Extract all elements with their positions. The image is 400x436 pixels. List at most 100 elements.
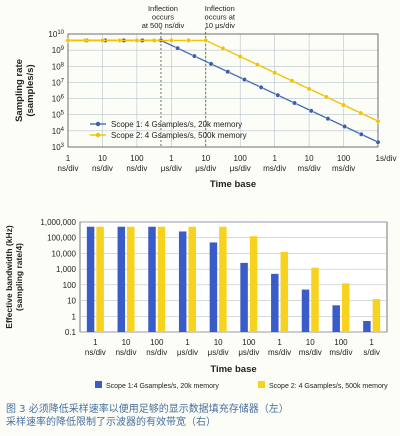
- bottom-x-tick-label: 10: [122, 338, 131, 347]
- bottom-x-tick-label: μs/div: [238, 348, 259, 357]
- bottom-x-tick-label: 100: [242, 338, 256, 347]
- bottom-legend-label-1: Scope 1:4 Gsamples/s, 20k memory: [106, 383, 219, 390]
- bar-series-1: [363, 321, 371, 332]
- bottom-legend-label-2: Scope 2: 4 Gsamples/s, 500k memory: [269, 383, 388, 390]
- top-y-axis-label: Sampling rate: [14, 59, 25, 122]
- bar-series-1: [86, 226, 95, 332]
- top-y-tick-label: 108: [52, 62, 65, 71]
- bottom-legend-swatch-2: [258, 381, 265, 388]
- top-x-tick-label: 1: [272, 154, 277, 163]
- bottom-y-tick-label: 100: [63, 281, 77, 290]
- bottom-y-tick-label: 1,000: [56, 265, 77, 274]
- legend-label-2: Scope 2: 4 Gsamples/s, 500k memory: [111, 131, 247, 140]
- bottom-y-tick-label: 0.1: [65, 328, 77, 337]
- legend-label-1: Scope 1: 4 Gsamples/s, 20k memory: [111, 120, 242, 129]
- series-marker-2: [220, 46, 226, 51]
- bar-series-2: [249, 236, 258, 332]
- bottom-x-tick-label: 1: [93, 338, 98, 347]
- bottom-y-axis-label: (sampling rate/4): [14, 243, 24, 311]
- inflection-annotation: at 500 ns/div: [142, 21, 185, 30]
- top-x-tick-label: 10: [201, 154, 210, 163]
- series-marker-1: [258, 84, 264, 90]
- series-marker-1: [191, 53, 197, 59]
- top-x-tick-label: 100: [337, 154, 351, 163]
- bottom-x-tick-label: ms/div: [329, 348, 352, 357]
- bottom-legend-swatch-1: [95, 381, 102, 388]
- top-x-tick-label: ns/div: [126, 164, 147, 173]
- series-marker-2: [306, 86, 312, 92]
- bar-series-2: [188, 226, 196, 332]
- top-y-tick-label: 1010: [48, 30, 64, 39]
- top-y-axis-label: (samples/s): [25, 64, 36, 116]
- top-x-tick-label: 1: [66, 154, 71, 163]
- series-marker-1: [242, 77, 247, 82]
- bar-series-1: [178, 231, 187, 332]
- series-marker-2: [151, 38, 157, 43]
- series-marker-2: [168, 38, 174, 43]
- bar-series-1: [271, 273, 279, 332]
- legend-marker-1: [95, 121, 101, 127]
- inflection-annotation: Inflection: [148, 4, 178, 13]
- series-marker-1: [358, 131, 364, 137]
- bar-series-2: [219, 226, 227, 332]
- bottom-x-tick-label: μs/div: [208, 348, 229, 357]
- series-marker-2: [289, 78, 295, 84]
- bar-series-1: [117, 226, 126, 332]
- bottom-x-tick-label: 100: [334, 338, 348, 347]
- series-marker-2: [65, 38, 71, 43]
- top-x-tick-label: ms/div: [332, 164, 355, 173]
- series-marker-2: [375, 118, 381, 124]
- bottom-y-tick-label: 10,000: [52, 249, 77, 258]
- top-y-tick-label: 103: [52, 143, 65, 152]
- figure-caption: 图 3 必须降低采样速率以便用足够的显示数据填充存储器（左） 采样速率的降低限制…: [6, 403, 394, 429]
- bottom-x-tick-label: ms/div: [268, 348, 291, 357]
- top-x-tick-label: 1s/div: [376, 154, 397, 163]
- top-x-tick-label: μs/div: [230, 164, 251, 173]
- top-x-tick-label: 100: [130, 154, 144, 163]
- series-marker-2: [323, 94, 329, 100]
- series-marker-2: [82, 38, 88, 43]
- bottom-y-axis-label: Effective bandwidth (kHz): [4, 225, 14, 329]
- bar-series-2: [157, 226, 166, 332]
- bottom-x-tick-label: ns/div: [85, 348, 106, 357]
- series-marker-1: [225, 69, 231, 75]
- bottom-x-tick-label: 1: [277, 338, 282, 347]
- bar-series-2: [280, 251, 289, 332]
- top-x-tick-label: ms/div: [298, 164, 321, 173]
- series-marker-1: [375, 139, 381, 145]
- top-y-tick-label: 104: [52, 127, 65, 136]
- bottom-x-tick-label: ns/div: [146, 348, 167, 357]
- bottom-x-tick-label: μs/div: [177, 348, 198, 357]
- top-plot-frame: [67, 33, 379, 148]
- bottom-y-tick-label: 1,000,000: [40, 218, 76, 227]
- top-y-tick-label: 105: [52, 111, 65, 120]
- legend-marker-2: [95, 132, 101, 138]
- series-marker-1: [292, 100, 297, 106]
- bottom-y-tick-label: 1: [72, 312, 77, 321]
- series-marker-1: [325, 116, 331, 122]
- bar-series-1: [301, 289, 310, 332]
- inflection-annotation: 10 μs/div: [205, 21, 235, 30]
- bar-series-2: [96, 226, 104, 332]
- bar-series-2: [127, 226, 135, 332]
- inflection-annotation: Inflection: [205, 4, 235, 13]
- series-marker-2: [237, 54, 243, 59]
- series-marker-1: [308, 108, 314, 114]
- top-x-axis-label: Time base: [210, 179, 256, 190]
- top-y-tick-label: 107: [52, 78, 65, 87]
- top-x-tick-label: 10: [305, 154, 314, 163]
- bottom-x-tick-label: 1: [185, 338, 190, 347]
- series-marker-2: [203, 38, 209, 43]
- bottom-x-tick-label: 10: [306, 338, 315, 347]
- bottom-plot-frame: [79, 221, 388, 333]
- bottom-x-tick-label: 10: [214, 338, 223, 347]
- bar-series-2: [341, 283, 350, 332]
- bar-series-1: [332, 305, 340, 332]
- bar-series-1: [209, 242, 218, 332]
- bottom-x-tick-label: ns/div: [116, 348, 137, 357]
- top-x-tick-label: μs/div: [161, 164, 182, 173]
- top-x-tick-label: ms/div: [263, 164, 286, 173]
- bottom-x-tick-label: s/div: [363, 348, 379, 357]
- inflection-annotation: occurs at: [205, 13, 236, 22]
